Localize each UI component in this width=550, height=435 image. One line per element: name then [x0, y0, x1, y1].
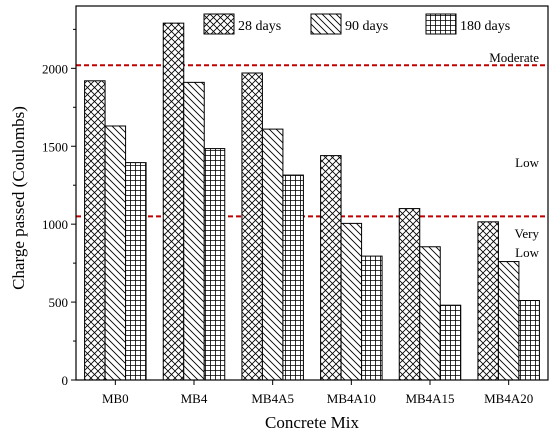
reference-lines	[76, 64, 548, 218]
legend: 28 days 90 days 180 days	[203, 13, 510, 35]
bar-mb0-90-days	[104, 125, 127, 381]
y-tick-label-1000: 1000	[42, 217, 68, 232]
bar-mb4a20-28-days	[477, 221, 499, 381]
x-axis-title: Concrete Mix	[265, 413, 359, 432]
annotation-very: Very	[514, 226, 539, 241]
bar-mb4-180-days	[203, 148, 226, 381]
bar-mb0-180-days	[125, 162, 147, 381]
x-tick-label-mb4: MB4	[181, 391, 208, 406]
y-tick-label-2000: 2000	[42, 61, 68, 76]
plot-frame	[75, 5, 549, 381]
y-tick-label-0: 0	[62, 373, 69, 388]
legend-swatch-180-days	[425, 13, 457, 35]
bar-mb4a5-28-days	[241, 72, 263, 381]
annotation-very-low: Low	[515, 245, 539, 260]
annotation-low: Low	[515, 155, 539, 170]
y-axis-title: Charge passed (Coulombs)	[9, 106, 28, 290]
y-tick-label-1500: 1500	[42, 139, 68, 154]
bar-mb4a15-28-days	[398, 208, 421, 381]
bar-mb4a20-90-days	[497, 261, 520, 381]
bar-mb4a20-180-days	[518, 300, 540, 381]
legend-label-90-days: 90 days	[345, 19, 388, 34]
bar-mb0-28-days	[84, 80, 106, 381]
legend-label-180-days: 180 days	[460, 19, 510, 34]
bar-mb4a15-90-days	[419, 246, 441, 381]
axes: MB0 MB4 MB4A5 MB4A10 MB4A15 MB4A20 0 500 1000 150…	[42, 5, 549, 406]
x-tick-label-mb0: MB0	[102, 391, 129, 406]
bar-mb4a15-180-days	[439, 304, 462, 381]
bar-mb4-90-days	[183, 81, 205, 381]
bar-mb4a10-180-days	[361, 255, 383, 381]
legend-label-28-days: 28 days	[238, 19, 281, 34]
bars	[84, 22, 540, 381]
bar-mb4-28-days	[162, 22, 185, 381]
annotation-moderate: Moderate	[489, 50, 539, 65]
legend-swatch-28-days	[203, 13, 235, 35]
legend-swatch-90-days	[310, 13, 342, 35]
x-tick-label-mb4a5: MB4A5	[251, 391, 294, 406]
x-tick-label-mb4a20: MB4A20	[484, 391, 533, 406]
bar-mb4a10-28-days	[320, 155, 342, 381]
bar-mb4a5-180-days	[282, 174, 304, 381]
x-tick-label-mb4a15: MB4A15	[405, 391, 454, 406]
bar-mb4a10-90-days	[340, 222, 363, 381]
x-tick-label-mb4a10: MB4A10	[327, 391, 376, 406]
y-tick-label-500: 500	[49, 295, 69, 310]
bar-mb4a5-90-days	[261, 128, 284, 381]
